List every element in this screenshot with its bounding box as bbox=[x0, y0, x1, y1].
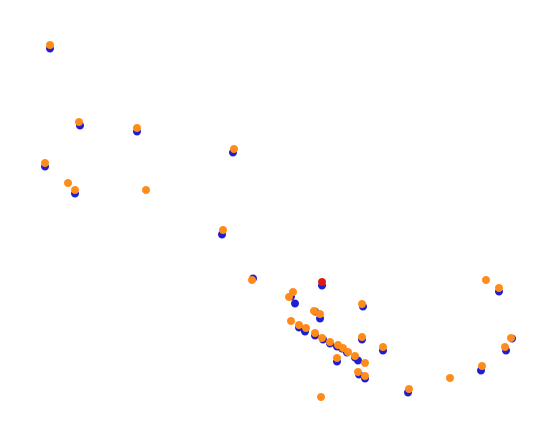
data-point bbox=[302, 324, 310, 332]
data-point bbox=[358, 333, 366, 341]
data-point bbox=[358, 300, 366, 308]
data-point bbox=[354, 368, 362, 376]
data-point bbox=[41, 159, 49, 167]
data-point bbox=[344, 348, 352, 356]
data-point bbox=[71, 186, 79, 194]
data-point bbox=[46, 41, 54, 49]
data-point bbox=[501, 343, 509, 351]
data-point bbox=[326, 338, 334, 346]
data-point bbox=[482, 276, 490, 284]
data-point bbox=[248, 276, 256, 284]
data-point bbox=[379, 343, 387, 351]
data-point bbox=[64, 179, 72, 187]
series-1 bbox=[41, 41, 515, 401]
data-point bbox=[291, 299, 299, 308]
data-point bbox=[333, 354, 341, 362]
data-point bbox=[289, 288, 297, 296]
data-point bbox=[507, 334, 515, 342]
data-point bbox=[219, 226, 227, 234]
data-point bbox=[361, 359, 369, 367]
data-point bbox=[317, 393, 325, 401]
data-point bbox=[351, 352, 359, 360]
data-point bbox=[311, 329, 319, 337]
data-point bbox=[287, 317, 295, 325]
data-point bbox=[295, 321, 303, 329]
data-point bbox=[405, 385, 413, 393]
data-point bbox=[446, 374, 454, 382]
data-point bbox=[133, 124, 141, 132]
data-point bbox=[318, 278, 326, 286]
series-0 bbox=[41, 44, 516, 397]
data-point bbox=[310, 307, 318, 315]
series-2 bbox=[318, 278, 326, 286]
data-point bbox=[230, 145, 238, 153]
series-layer bbox=[41, 41, 516, 401]
data-point bbox=[318, 334, 326, 342]
data-point bbox=[142, 186, 150, 194]
data-point bbox=[478, 362, 486, 370]
data-point bbox=[316, 310, 324, 318]
data-point bbox=[495, 284, 503, 292]
data-point bbox=[75, 118, 83, 126]
data-point bbox=[361, 372, 369, 380]
